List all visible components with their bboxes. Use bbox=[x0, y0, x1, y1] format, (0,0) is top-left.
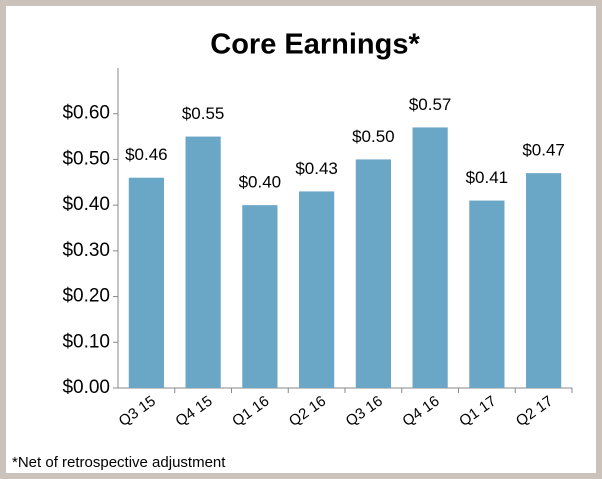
bar bbox=[412, 127, 448, 388]
bar bbox=[299, 191, 335, 388]
y-tick-label: $0.00 bbox=[62, 377, 110, 398]
bar bbox=[185, 136, 221, 388]
chart-title: Core Earnings* bbox=[210, 29, 420, 61]
bar bbox=[469, 200, 505, 388]
value-label: $0.41 bbox=[466, 168, 509, 187]
value-label: $0.55 bbox=[182, 104, 225, 123]
value-label: $0.43 bbox=[295, 159, 338, 178]
y-tick-label: $0.40 bbox=[62, 194, 110, 215]
y-tick-label: $0.30 bbox=[62, 240, 110, 261]
value-label: $0.46 bbox=[125, 145, 168, 164]
y-tick-label: $0.20 bbox=[62, 286, 110, 307]
bar bbox=[242, 205, 278, 388]
value-label: $0.57 bbox=[409, 95, 452, 114]
value-label: $0.50 bbox=[352, 127, 395, 146]
bar bbox=[355, 159, 391, 388]
annotation: *Net of retrospective adjustment bbox=[12, 454, 226, 471]
y-tick-label: $0.10 bbox=[62, 331, 110, 352]
value-label: $0.40 bbox=[239, 173, 282, 192]
y-tick-label: $0.60 bbox=[62, 103, 110, 124]
y-tick-label: $0.50 bbox=[62, 148, 110, 169]
bar bbox=[526, 173, 562, 388]
value-label: $0.47 bbox=[522, 141, 565, 160]
bar bbox=[128, 177, 164, 388]
